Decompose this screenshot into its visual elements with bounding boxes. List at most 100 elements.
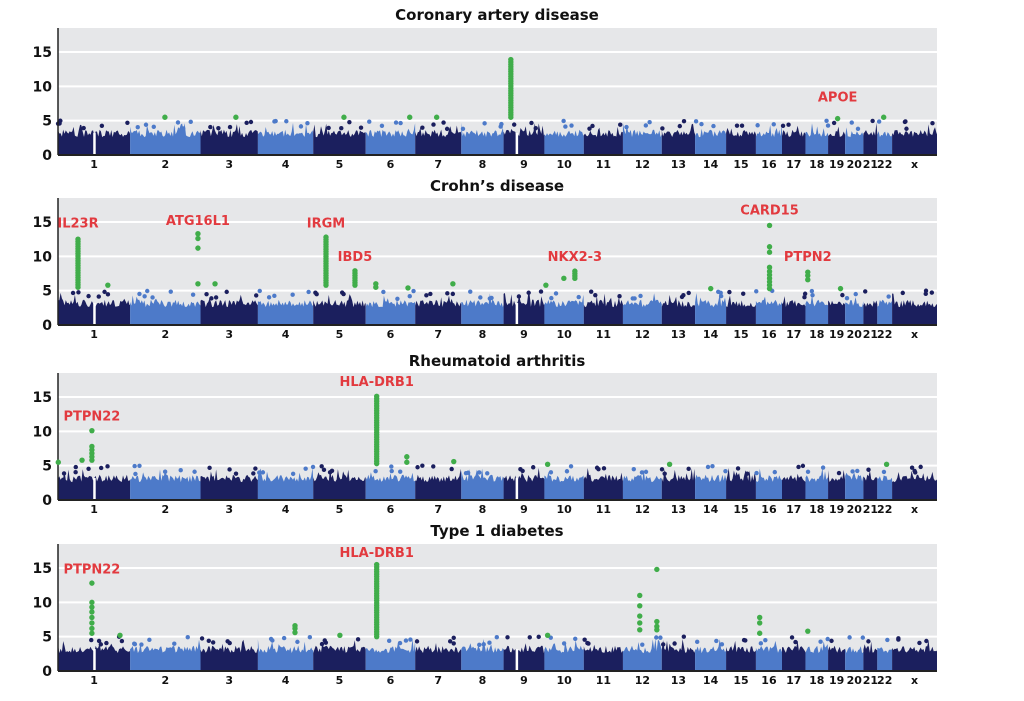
chromosome-block-3 [200,294,258,325]
chromosome-block-18 [805,467,829,500]
snp-point [548,470,554,475]
snp-point [531,465,536,470]
significant-snp-point [883,461,890,468]
snp-point [617,294,622,299]
chromosome-block-18 [805,123,829,155]
snp-point [929,290,935,295]
x-tick-label: 2 [162,674,170,687]
snp-point [268,636,274,642]
snp-point [694,639,700,645]
snp-point [840,292,845,298]
significant-snp-point [292,622,298,629]
x-tick-label: 22 [877,674,892,687]
snp-point [489,295,494,301]
snp-point [739,123,745,128]
snp-point [723,468,728,474]
chromosome-block-13 [661,123,696,155]
y-tick-label: 10 [33,79,53,95]
chromosome-block-8 [461,122,504,155]
x-tick-label: 2 [162,328,170,341]
chromosome-block-2 [130,123,201,155]
snp-point [319,464,324,469]
snp-point [281,635,287,641]
significant-snp-point [373,561,380,568]
snp-point [321,467,327,473]
significant-snp-point [805,276,811,283]
snp-point [389,464,394,469]
significant-snp-point [766,249,773,255]
snp-point [909,465,915,470]
snp-point [192,469,197,474]
significant-snp-point [89,604,95,610]
snp-point [860,635,866,640]
x-tick-label: 4 [282,503,290,516]
chromosome-block-11 [583,644,623,671]
chromosome-block-4 [257,299,314,325]
snp-point [568,464,574,469]
chromosome-block-16 [755,640,783,671]
snp-point [208,124,213,130]
panel-title-0: Coronary artery disease [395,6,599,24]
x-tick-label: 22 [877,503,892,516]
snp-point [718,290,723,296]
gene-label: IBD5 [338,250,373,265]
significant-snp-point [572,268,578,274]
snp-point [924,638,929,644]
snp-point [381,289,386,295]
snp-point [588,289,594,294]
snp-point [137,463,142,469]
snp-point [227,640,232,646]
snp-point [763,637,768,643]
chromosome-block-20 [845,472,864,500]
snp-point [307,635,313,640]
significant-snp-point [766,264,773,271]
snp-point [904,126,909,131]
snp-point [755,123,760,128]
snp-point [505,635,510,640]
x-tick-label: 17 [786,328,801,341]
x-tick-label: 6 [387,158,395,171]
snp-point [188,119,193,125]
snp-point [431,122,436,127]
snp-point [133,471,138,477]
significant-snp-point [880,114,887,120]
x-tick-label: 12 [635,503,650,516]
snp-point [516,294,522,299]
chromosome-block-14 [695,293,727,325]
snp-point [527,635,532,640]
significant-snp-point [89,630,95,636]
snp-point [582,637,587,642]
x-tick-label: 14 [703,158,719,171]
chromosome-block-15 [726,640,756,671]
significant-snp-point [212,281,218,287]
centromere-gap [93,133,96,155]
significant-snp-point [637,603,643,609]
significant-snp-point [195,230,201,237]
snp-point [481,642,486,647]
x-tick-label: 9 [520,158,528,171]
snp-point [175,120,181,125]
snp-point [81,125,86,131]
y-tick-label: 5 [42,284,52,300]
snp-point [809,288,815,294]
significant-snp-point [766,268,773,275]
snp-point [793,639,798,645]
chromosome-block-x [892,470,937,500]
centromere-gap [515,133,519,155]
chromosome-block-x [892,640,937,671]
x-tick-label: 6 [387,328,395,341]
snp-point [145,288,150,294]
x-tick-label: 13 [671,503,686,516]
snp-point [754,289,759,294]
snp-point [147,637,152,643]
snp-point [658,635,663,640]
significant-snp-point [654,566,660,573]
snp-point [494,635,500,640]
snp-point [772,469,777,475]
gene-label: IL23R [57,217,98,232]
snp-point [411,288,416,294]
significant-snp-point [352,268,358,274]
chromosome-block-14 [695,474,727,500]
snp-point [207,465,212,471]
snp-point [805,469,811,475]
